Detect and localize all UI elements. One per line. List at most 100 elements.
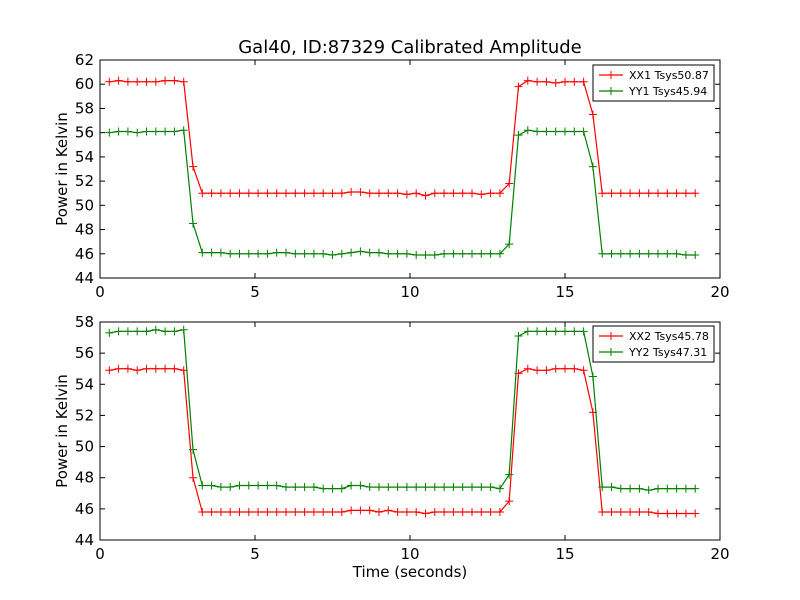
data-point [309, 507, 318, 516]
data-point [282, 507, 290, 516]
data-point [505, 470, 514, 479]
data-point [672, 189, 681, 198]
y-tick-label: 50 [75, 438, 94, 456]
data-point [523, 76, 532, 85]
data-point [282, 189, 290, 198]
data-point [607, 483, 616, 492]
data-point [114, 76, 123, 85]
data-point [542, 127, 551, 136]
data-point [235, 481, 244, 490]
y-tick-label: 46 [75, 500, 94, 518]
data-point [514, 131, 523, 140]
data-point [198, 248, 207, 257]
data-point [291, 189, 300, 198]
data-point [440, 249, 449, 258]
data-point [635, 507, 644, 516]
data-point [216, 189, 225, 198]
y-tick-label: 58 [75, 99, 94, 117]
x-tick-label: 15 [555, 283, 574, 301]
data-point [523, 364, 532, 373]
data-point [133, 77, 142, 86]
series-line-2 [109, 329, 696, 491]
data-point [598, 189, 607, 198]
data-point [170, 327, 179, 336]
y-tick-label: 54 [75, 148, 94, 166]
legend-marker [607, 71, 615, 79]
data-point [542, 327, 551, 336]
data-point [551, 127, 560, 136]
data-point [616, 484, 625, 493]
data-point [542, 366, 551, 375]
data-point [514, 332, 523, 341]
data-point [337, 484, 346, 493]
data-point [300, 249, 309, 258]
legend-label: YY1 Tsys45.94 [628, 85, 707, 98]
x-tick-label: 5 [250, 283, 260, 301]
data-point [365, 248, 374, 257]
data-point [691, 484, 700, 493]
legend-label: XX2 Tsys45.78 [629, 330, 709, 343]
data-point [458, 249, 467, 258]
data-point [272, 248, 281, 257]
data-point [551, 327, 560, 336]
figure-title: Gal40, ID:87329 Calibrated Amplitude [238, 37, 582, 58]
data-point [533, 77, 542, 86]
data-point [421, 483, 430, 492]
data-point [412, 189, 421, 198]
x-tick-label: 0 [95, 283, 105, 301]
series-line-1 [109, 368, 696, 515]
data-point [216, 483, 225, 492]
data-point [616, 249, 625, 258]
data-point [654, 509, 662, 518]
data-point [142, 77, 151, 86]
data-point [542, 77, 551, 86]
data-point [244, 189, 253, 198]
data-point [588, 372, 597, 381]
data-point [681, 189, 690, 198]
data-point [161, 327, 170, 336]
data-point [588, 162, 597, 171]
data-point [533, 127, 542, 136]
data-point [263, 507, 272, 516]
data-point [356, 481, 365, 490]
data-point [440, 507, 449, 516]
data-point [170, 127, 179, 136]
data-point [663, 189, 672, 198]
data-point [328, 189, 337, 198]
data-point [421, 250, 430, 259]
data-point [161, 76, 170, 85]
data-point [533, 366, 542, 375]
data-point [468, 189, 476, 198]
data-point [570, 327, 579, 336]
data-point [216, 507, 225, 516]
x-tick-label: 15 [555, 545, 574, 563]
data-point [393, 483, 402, 492]
data-point [626, 249, 635, 258]
data-point [449, 507, 458, 516]
data-point [607, 507, 616, 516]
data-point [523, 327, 532, 336]
data-point [133, 366, 142, 375]
data-point [282, 248, 290, 257]
data-point [142, 364, 151, 373]
data-point [123, 364, 132, 373]
data-point [189, 445, 197, 454]
data-point [151, 127, 160, 136]
data-point [105, 328, 114, 337]
data-point [347, 481, 356, 490]
data-point [384, 189, 393, 198]
data-point [495, 507, 504, 516]
data-point [393, 189, 402, 198]
data-point [375, 483, 383, 492]
data-point [105, 366, 114, 375]
data-point [105, 128, 114, 137]
data-point [244, 249, 253, 258]
data-point [207, 507, 216, 516]
data-point [291, 483, 300, 492]
data-point [337, 189, 346, 198]
data-point [328, 250, 337, 259]
data-point [272, 481, 281, 490]
data-point [412, 483, 421, 492]
y-tick-label: 56 [75, 344, 94, 362]
